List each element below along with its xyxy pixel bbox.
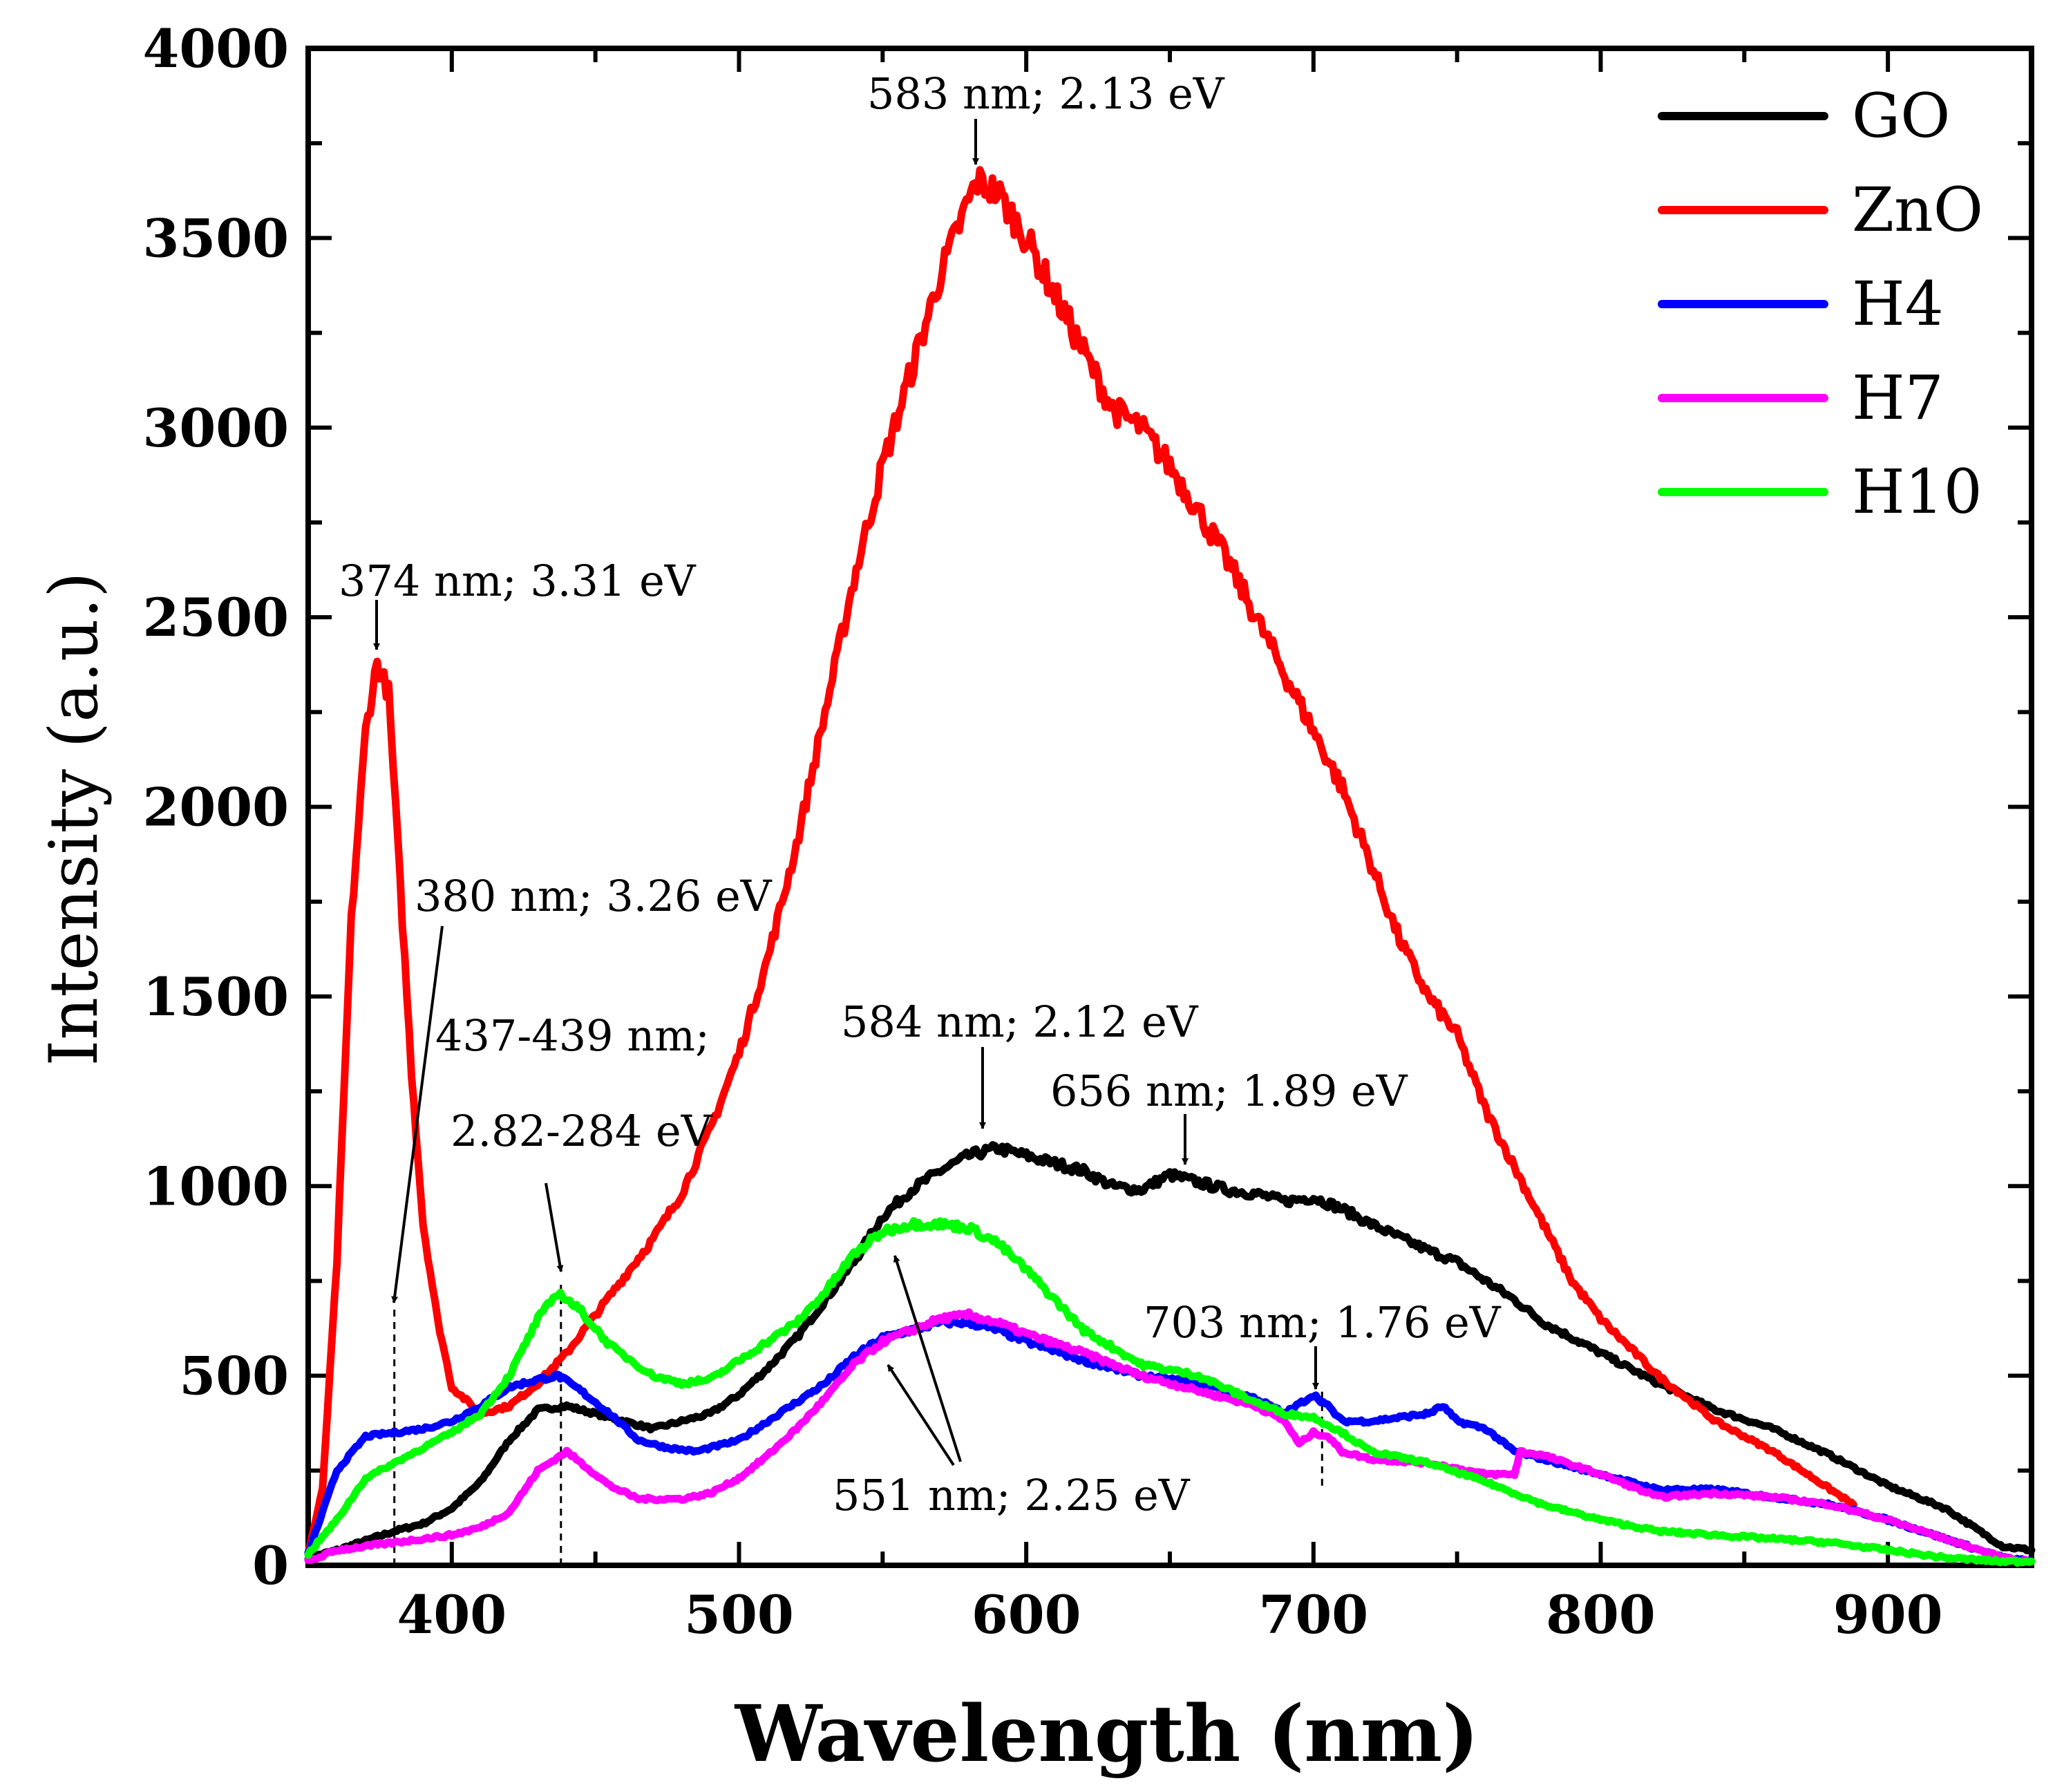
x-tick-label: 500 <box>684 1584 794 1645</box>
series-line-go <box>304 1141 2036 1563</box>
annotation-label: 551 nm; 2.25 eV <box>833 1470 1191 1520</box>
series-line-h7 <box>304 1308 2036 1566</box>
x-tick-label: 600 <box>972 1584 1081 1645</box>
legend-label-zno: ZnO <box>1852 174 1983 245</box>
legend-label-h7: H7 <box>1852 362 1944 433</box>
annotation-label: 2.82-284 eV <box>451 1106 713 1156</box>
annotation-label: 380 nm; 3.26 eV <box>415 871 773 921</box>
x-axis-ticks: 400 500 600 700 800 900 <box>306 48 2034 1645</box>
x-axis-label: Wavelength (nm) <box>735 1689 1479 1780</box>
y-tick-label: 4000 <box>142 18 289 79</box>
y-axis-ticks: 0 500 1000 1500 2000 2500 3000 3500 4000 <box>142 18 2032 1596</box>
y-tick-label: 1000 <box>142 1156 289 1217</box>
annotation-arrow <box>893 1255 962 1462</box>
legend-label-go: GO <box>1852 80 1950 151</box>
x-tick-label: 400 <box>397 1584 507 1645</box>
y-tick-label: 500 <box>179 1346 289 1407</box>
y-tick-label: 0 <box>252 1535 289 1596</box>
annotation-arrow <box>887 1364 955 1466</box>
y-axis-label: Intensity (a.u.) <box>35 572 113 1066</box>
annotations: 374 nm; 3.31 eV 583 nm; 2.13 eV 380 nm; 3.… <box>339 68 1502 1520</box>
legend-label-h4: H4 <box>1852 268 1944 339</box>
y-tick-label: 1500 <box>142 966 289 1028</box>
annotation-label: 374 nm; 3.31 eV <box>339 556 697 606</box>
series-lines <box>304 166 2036 1567</box>
annotation-label: 583 nm; 2.13 eV <box>867 68 1225 119</box>
x-tick-label: 700 <box>1259 1584 1369 1645</box>
legend: GO ZnO H4 H7 H10 <box>1658 80 1983 527</box>
series-line-zno <box>304 166 1857 1558</box>
annotation-label: 703 nm; 1.76 eV <box>1144 1297 1502 1348</box>
annotation-label: 584 nm; 2.12 eV <box>841 997 1199 1047</box>
series-line-h10 <box>304 1217 2036 1567</box>
y-tick-label: 3500 <box>142 207 289 269</box>
legend-label-h10: H10 <box>1852 456 1982 527</box>
y-tick-label: 2000 <box>142 777 289 838</box>
y-tick-label: 3000 <box>142 397 289 459</box>
x-tick-label: 800 <box>1546 1584 1656 1645</box>
annotation-arrow <box>391 925 444 1303</box>
annotation-label: 656 nm; 1.89 eV <box>1050 1066 1408 1116</box>
annotation-arrow <box>545 1182 564 1272</box>
y-tick-label: 2500 <box>142 587 289 648</box>
x-tick-label: 900 <box>1833 1584 1943 1645</box>
annotation-label: 437-439 nm; <box>435 1010 710 1061</box>
